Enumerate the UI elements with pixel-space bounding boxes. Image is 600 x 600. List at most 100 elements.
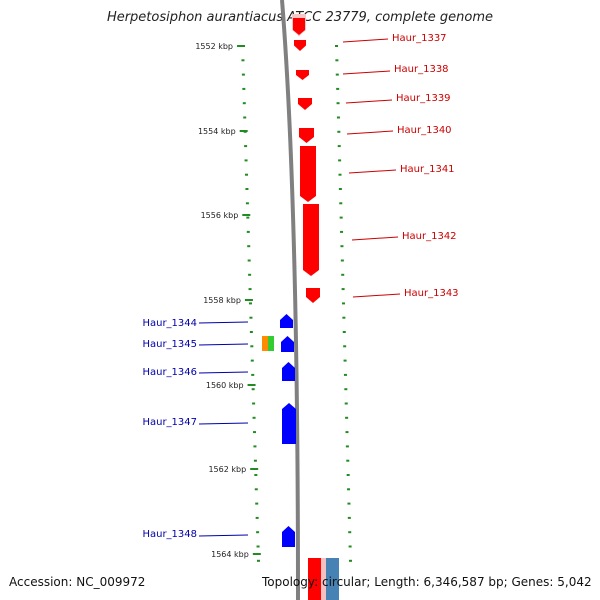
forward-gene-arrow (281, 336, 294, 352)
accession-label: Accession: NC_009972 (9, 575, 146, 589)
tick-dot (347, 488, 351, 491)
tick-dot (248, 288, 252, 291)
tick-dot (252, 402, 256, 405)
tick-dot (338, 188, 342, 190)
tick-dot (252, 416, 256, 419)
gene-label: Haur_1344 (142, 318, 197, 329)
tick-dot (255, 502, 259, 505)
tick-dot (340, 230, 344, 233)
tick-dot (252, 431, 256, 434)
kbp-tick-label: 1554 kbp (198, 127, 236, 136)
kbp-labels: 1552 kbp 1554 kbp 1556 kbp 1558 kbp 1560 kbp… (195, 42, 261, 559)
gene-label: Haur_1338 (394, 64, 449, 75)
tick-dot (251, 373, 255, 376)
tick-dot (343, 359, 347, 362)
kbp-tick-label: 1562 kbp (208, 465, 246, 474)
tick-dot (254, 474, 258, 476)
tick-dot (244, 159, 248, 162)
tick-dot (335, 73, 339, 76)
tick-dot (344, 402, 348, 405)
gene-label: Haur_1347 (142, 417, 197, 428)
tick-dot (347, 502, 351, 505)
tick-dot (342, 331, 346, 333)
tick-dot (253, 445, 257, 448)
tick-dot (342, 316, 346, 319)
tick-dot (244, 173, 248, 176)
forward-gene-arrow (282, 362, 295, 381)
kbp-tick-mark (247, 384, 256, 386)
tick-dot (339, 216, 343, 219)
genome-backbone (280, 0, 300, 600)
tick-dot (347, 516, 351, 519)
tick-dot (346, 474, 350, 476)
gene-leader-line (351, 236, 399, 241)
kbp-tick-label: 1564 kbp (211, 550, 249, 559)
tick-dot (344, 388, 348, 391)
forward-gene-arrow (282, 403, 296, 444)
gene-label: Haur_1337 (392, 33, 447, 44)
reverse-gene-arrow (306, 288, 320, 303)
tick-dot (244, 145, 248, 148)
feature-steelblue-bottom (326, 558, 339, 600)
tick-dot (250, 359, 254, 362)
tick-dot (341, 288, 345, 291)
reverse-gene-arrow (293, 18, 305, 35)
tick-dot (242, 102, 246, 105)
tick-dot (337, 130, 341, 133)
tick-dot (335, 59, 339, 62)
tick-marks (241, 45, 352, 562)
tick-dot (337, 145, 341, 148)
forward-gene-arrow (282, 526, 295, 547)
tick-dot (248, 273, 252, 276)
tick-dot (348, 531, 352, 534)
feature-pink-bottom (321, 558, 327, 600)
forward-gene-arrow (280, 314, 293, 328)
tick-dot (246, 230, 250, 233)
tick-dot (245, 188, 249, 190)
feature-green (268, 336, 274, 351)
tick-dot (348, 545, 352, 548)
gene-leader-line (342, 38, 389, 43)
kbp-tick-mark (244, 299, 253, 301)
tick-dot (256, 559, 260, 562)
gene-leader-line (198, 534, 249, 537)
gene-leader-line (352, 293, 401, 298)
tick-dot (343, 373, 347, 376)
tick-dot (343, 345, 347, 348)
tick-dot (249, 316, 253, 319)
gene-leader-line (198, 422, 249, 425)
tick-dot (245, 202, 249, 205)
tick-dot (246, 216, 250, 219)
kbp-tick-label: 1558 kbp (203, 296, 241, 305)
tick-dot (255, 516, 259, 519)
kbp-tick-label: 1552 kbp (195, 42, 233, 51)
tick-dot (253, 459, 257, 462)
tick-dot (345, 431, 349, 434)
gene-label: Haur_1348 (142, 529, 197, 540)
tick-dot (247, 259, 251, 262)
tick-dot (250, 345, 254, 348)
gene-label: Haur_1341 (400, 164, 455, 175)
tick-dot (336, 87, 340, 90)
tick-dot (336, 116, 340, 119)
feature-red-bottom (308, 558, 321, 600)
topology-label: Topology: circular; Length: 6,346,587 bp… (262, 575, 592, 589)
kbp-tick-mark (239, 130, 248, 132)
tick-dot (338, 159, 342, 162)
reverse-gene-arrow (294, 40, 306, 51)
gene-label: Haur_1343 (404, 288, 459, 299)
gene-leader-line (345, 99, 393, 104)
tick-dot (340, 245, 344, 248)
tick-dot (340, 259, 344, 262)
reverse-gene-arrow (300, 146, 316, 202)
tick-dot (338, 173, 342, 176)
tick-dot (339, 202, 343, 205)
tick-dot (251, 388, 255, 391)
gene-label: Haur_1339 (396, 93, 451, 104)
tick-dot (241, 73, 245, 76)
tick-dot (256, 545, 260, 548)
tick-dot (242, 87, 246, 90)
tick-dot (241, 59, 245, 62)
tick-dot (335, 45, 338, 47)
